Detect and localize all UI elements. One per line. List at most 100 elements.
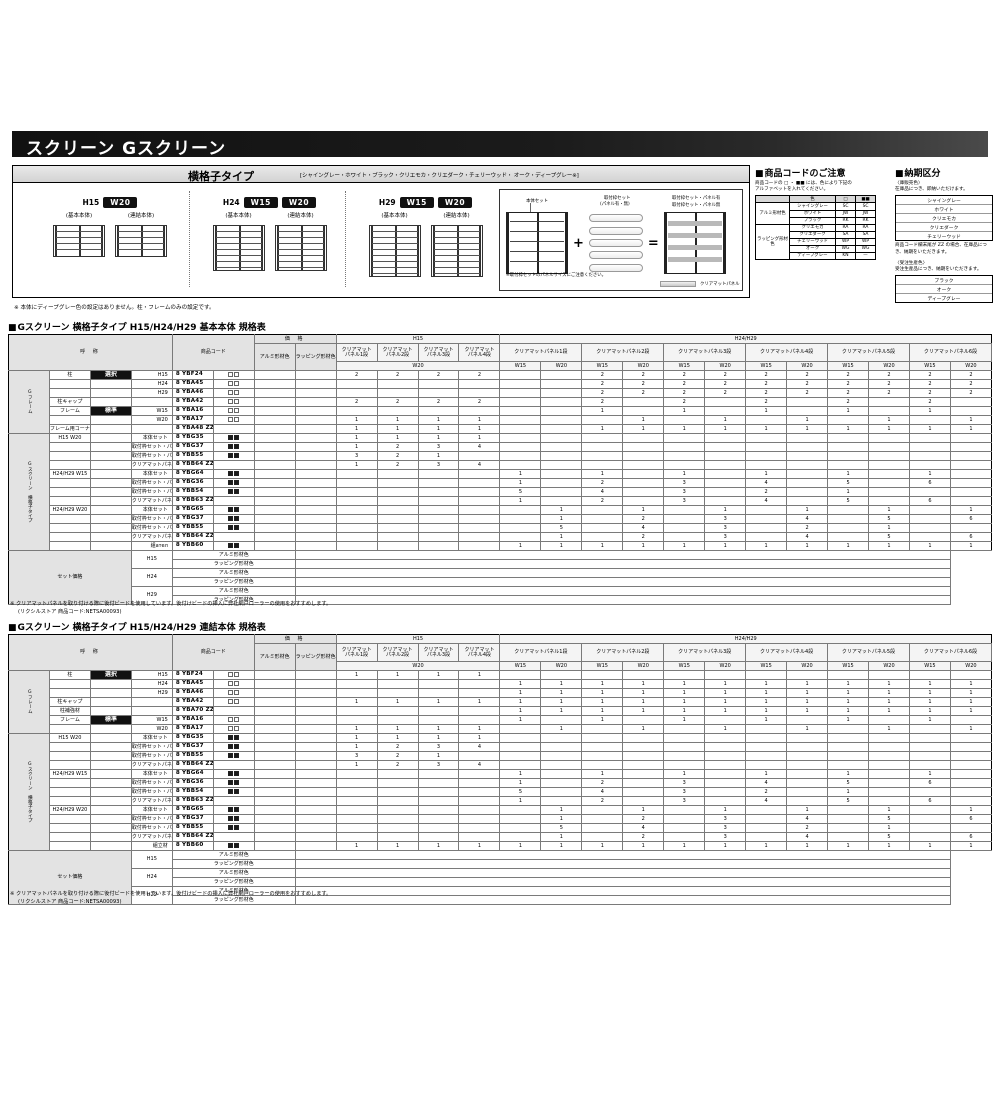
price-wrapping bbox=[294, 805, 337, 815]
row-label-2 bbox=[89, 778, 132, 788]
table-row: H29 8 YBA46 1 1 1 1 1 1 1 1 1 1 1 1 bbox=[9, 688, 993, 698]
table-row: Gスクリーン 横格子タイプ H15 W20 本体セット 8 YBG35 1 1 1 1 bbox=[8, 733, 993, 851]
price-wrapping bbox=[294, 397, 337, 407]
row-label-2 bbox=[89, 496, 132, 506]
col-header-h15-group: H15 bbox=[335, 634, 501, 644]
qty-h2429-7: 1 bbox=[745, 697, 788, 707]
qty-h2429-10 bbox=[868, 760, 910, 770]
qty-h15-panel-4 bbox=[458, 679, 501, 689]
qty-h2429-3: 1 bbox=[581, 406, 624, 416]
qty-h2429-6: 3 bbox=[704, 532, 747, 542]
set-price-height: H29 bbox=[130, 886, 173, 905]
qty-h2429-9 bbox=[827, 733, 870, 743]
row-label-2 bbox=[89, 469, 132, 479]
row-label-3: 本体セット bbox=[130, 505, 173, 515]
qty-h2429-2 bbox=[540, 397, 583, 407]
qty-h15-panel-4: 2 bbox=[458, 397, 501, 407]
delivery-title: 納期区分 bbox=[895, 166, 993, 179]
qty-h2429-12 bbox=[949, 715, 993, 725]
code-box: SC bbox=[835, 202, 856, 211]
qty-h2429-2: 1 bbox=[540, 541, 583, 551]
qty-h2429-4 bbox=[622, 406, 665, 416]
qty-h15-panel-3: 2 bbox=[417, 370, 460, 380]
qty-h15-panel-2: 1 bbox=[376, 724, 419, 734]
row-label-3: 取付枠セット・パネル無(1段) bbox=[130, 487, 173, 497]
qty-h2429-11 bbox=[908, 751, 951, 761]
spec-table-basic: 呼 称商品コード価 格 H15 H24/H29 アルミ形材色 ラッピング形材色 クリアマッ… bbox=[8, 334, 993, 605]
qty-h2429-6 bbox=[704, 478, 747, 488]
qty-h15-panel-4 bbox=[458, 388, 501, 398]
row-label-1: H24/H29 W20 bbox=[48, 805, 91, 815]
qty-h2429-4 bbox=[622, 670, 665, 680]
price-alumi bbox=[253, 787, 296, 797]
row-label-1 bbox=[48, 841, 91, 851]
qty-h15-panel-4 bbox=[458, 751, 501, 761]
set-price-label: セット価格 bbox=[8, 550, 132, 605]
qty-h2429-4: 2 bbox=[622, 814, 665, 824]
qty-h2429-6: 1 bbox=[704, 805, 747, 815]
qty-h2429-1 bbox=[499, 379, 542, 389]
col-header-w20: W20 bbox=[786, 361, 829, 371]
color-mark bbox=[212, 460, 255, 470]
row-label-3: 取付枠セット・パネル有(1段) bbox=[130, 442, 173, 452]
qty-h2429-7 bbox=[745, 451, 788, 461]
qty-h2429-11 bbox=[908, 724, 951, 734]
qty-h15-panel-1 bbox=[335, 805, 378, 815]
qty-h2429-7: 1 bbox=[745, 706, 788, 716]
color-mark bbox=[212, 697, 255, 707]
qty-h15-panel-3: 3 bbox=[417, 460, 460, 470]
color-mark bbox=[212, 478, 255, 488]
qty-h2429-11 bbox=[908, 523, 951, 533]
price-wrapping bbox=[294, 742, 337, 752]
row-label-2 bbox=[89, 751, 132, 761]
price-alumi bbox=[253, 397, 296, 407]
qty-h2429-5 bbox=[663, 460, 706, 470]
col-header-h15-panel-3: クリアマット パネル3段 bbox=[417, 343, 460, 362]
qty-h2429-4 bbox=[622, 397, 665, 407]
qty-h2429-7 bbox=[745, 460, 788, 470]
price-wrapping bbox=[294, 679, 337, 689]
color-mark bbox=[212, 706, 255, 716]
qty-h2429-8: 1 bbox=[786, 724, 829, 734]
qty-h2429-3: 2 bbox=[581, 370, 624, 380]
qty-h2429-7: 2 bbox=[745, 787, 788, 797]
table-1-footnote-1: ※ クリアマットパネルを取り付ける際に後付ビードを使用しています。後付けビードの… bbox=[10, 601, 332, 607]
qty-h15-panel-3 bbox=[417, 778, 460, 788]
color-name: ディープグレー bbox=[789, 251, 836, 260]
price-alumi bbox=[253, 487, 296, 497]
qty-h2429-11 bbox=[908, 823, 951, 833]
qty-h2429-7 bbox=[745, 532, 788, 542]
product-code: 8 YBA42 bbox=[171, 697, 214, 707]
color-mark bbox=[212, 832, 255, 842]
col-header-h2429-panel-6: クリアマットパネル6段 bbox=[908, 643, 993, 662]
qty-h2429-2 bbox=[540, 769, 583, 779]
product-code: 8 YBB55 bbox=[171, 823, 214, 833]
qty-h2429-1 bbox=[499, 505, 542, 515]
code-box: KN bbox=[835, 251, 856, 260]
qty-h2429-7: 1 bbox=[745, 469, 788, 479]
col-header-w15: W15 bbox=[499, 361, 542, 371]
row-label-1 bbox=[48, 460, 91, 470]
color-mark bbox=[212, 679, 255, 689]
row-label-2 bbox=[89, 724, 132, 734]
assembly-equation-diagram: 本体セット 取付枠セット (パネル有・無) 取付枠セット・パネル有 取付枠セット… bbox=[499, 189, 743, 291]
qty-h15-panel-3: 1 bbox=[417, 433, 460, 443]
qty-h2429-9: 1 bbox=[827, 469, 870, 479]
qty-h2429-7 bbox=[745, 523, 788, 533]
product-code: 8 YBB55 bbox=[171, 523, 214, 533]
price-wrapping bbox=[294, 760, 337, 770]
qty-h2429-8 bbox=[786, 406, 829, 416]
price-alumi bbox=[253, 796, 296, 806]
stock-color: チェリーウッド bbox=[927, 234, 961, 240]
qty-h2429-5: 1 bbox=[663, 715, 706, 725]
qty-h2429-4 bbox=[622, 760, 665, 770]
qty-h2429-5 bbox=[663, 670, 706, 680]
price-wrapping bbox=[294, 751, 337, 761]
qty-h2429-8 bbox=[786, 787, 829, 797]
row-label-1 bbox=[48, 523, 91, 533]
qty-h2429-6: 3 bbox=[704, 514, 747, 524]
row-label-2 bbox=[89, 388, 132, 398]
qty-h2429-11: 1 bbox=[908, 424, 951, 434]
caption-basic: (基本本体) bbox=[381, 213, 408, 219]
qty-h2429-6: 2 bbox=[704, 379, 747, 389]
